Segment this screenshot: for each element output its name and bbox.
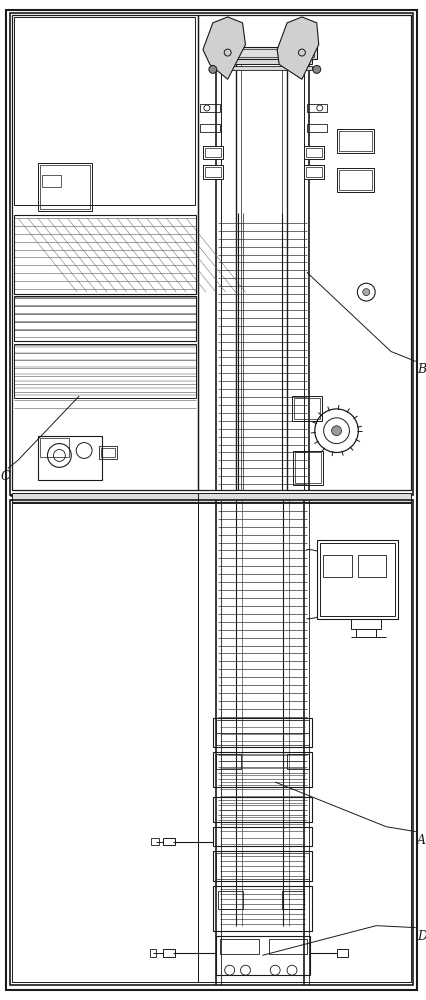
Polygon shape — [276, 17, 318, 79]
Bar — [219, 939, 259, 954]
Bar — [212, 752, 311, 787]
Bar — [212, 827, 311, 846]
Bar — [40, 165, 90, 209]
Bar — [269, 939, 306, 954]
Bar — [294, 452, 320, 483]
Bar — [212, 886, 311, 931]
Bar — [291, 396, 321, 421]
Bar — [294, 398, 319, 419]
Bar — [305, 167, 321, 177]
Bar — [202, 165, 222, 179]
Text: A: A — [416, 834, 425, 847]
Bar — [212, 66, 311, 70]
Bar — [336, 949, 348, 957]
Bar — [305, 148, 321, 157]
Bar — [319, 543, 394, 616]
Bar — [204, 148, 220, 157]
Bar — [215, 936, 309, 975]
Bar — [357, 555, 385, 577]
Bar — [10, 500, 412, 985]
Bar — [212, 797, 311, 822]
Bar — [198, 15, 410, 490]
Circle shape — [331, 426, 341, 436]
Polygon shape — [202, 17, 245, 79]
Bar — [41, 175, 61, 187]
Bar — [217, 891, 242, 909]
Bar — [37, 163, 92, 211]
Bar — [37, 436, 102, 480]
Bar — [14, 296, 196, 341]
Bar — [303, 146, 323, 159]
Bar — [198, 502, 410, 982]
Bar — [12, 15, 198, 490]
Bar — [204, 167, 220, 177]
Bar — [306, 104, 326, 112]
Bar — [14, 344, 196, 398]
Bar — [286, 754, 308, 769]
Bar — [14, 17, 195, 205]
Bar — [306, 124, 326, 132]
Bar — [199, 124, 219, 132]
Bar — [215, 720, 308, 745]
Text: D: D — [416, 930, 426, 943]
Bar — [202, 146, 222, 159]
Bar — [303, 165, 323, 179]
Bar — [215, 49, 313, 57]
Bar — [338, 131, 371, 151]
Bar — [99, 446, 117, 459]
Text: C: C — [1, 470, 11, 483]
Bar — [101, 448, 115, 457]
Bar — [338, 170, 371, 190]
Bar — [292, 451, 322, 485]
Bar — [212, 718, 311, 747]
Bar — [12, 502, 198, 982]
Circle shape — [362, 289, 369, 296]
Bar — [163, 838, 175, 845]
Bar — [199, 104, 219, 112]
Bar — [198, 493, 410, 503]
Bar — [322, 555, 351, 577]
Bar — [336, 168, 373, 192]
Bar — [215, 853, 308, 879]
Bar — [336, 129, 373, 153]
Circle shape — [312, 65, 320, 73]
Bar — [40, 438, 69, 457]
Bar — [14, 215, 196, 294]
Bar — [215, 754, 240, 769]
Bar — [282, 891, 303, 909]
Bar — [163, 949, 175, 957]
Bar — [212, 47, 316, 59]
Circle shape — [208, 65, 216, 73]
Bar — [212, 59, 311, 64]
Bar — [151, 838, 159, 845]
Bar — [351, 619, 380, 629]
Bar — [316, 540, 397, 619]
Bar — [10, 13, 412, 495]
Text: B: B — [416, 363, 425, 376]
Bar — [12, 493, 198, 503]
Bar — [150, 949, 156, 957]
Bar — [212, 851, 311, 881]
